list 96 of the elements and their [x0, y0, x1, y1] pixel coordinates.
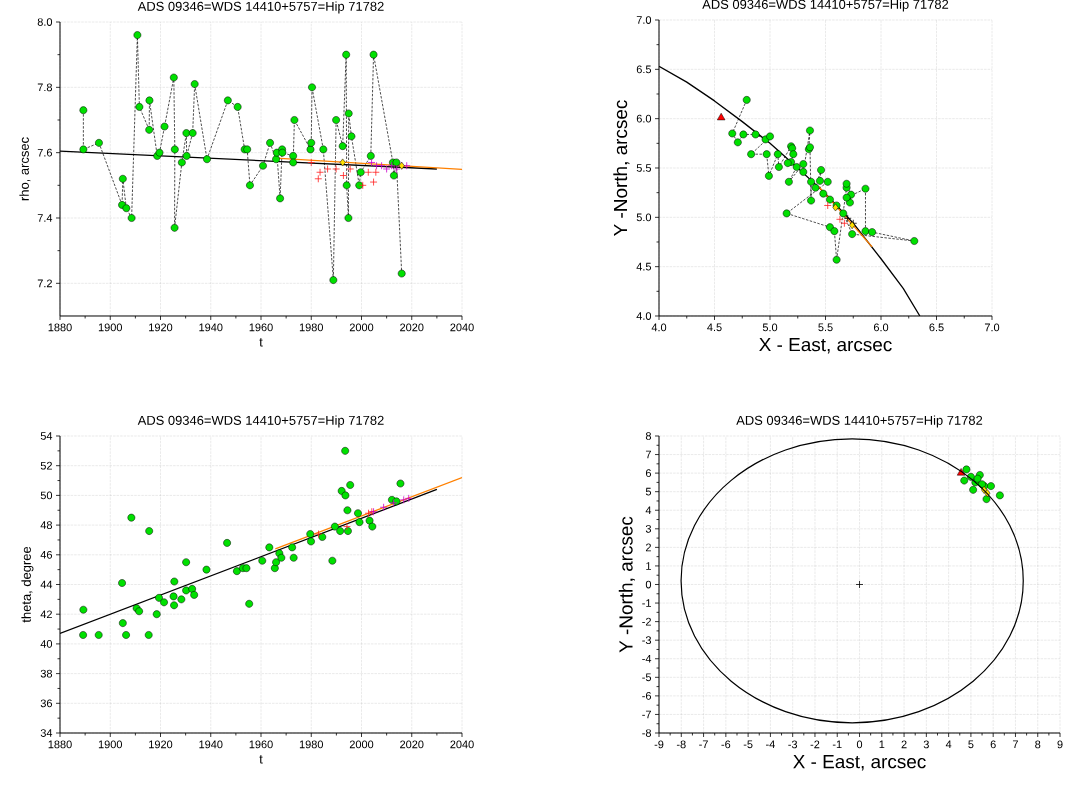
y-tick-label: 6 [645, 469, 652, 477]
y-tick-label: 7.8 [37, 83, 53, 92]
y-axis-title: Y -North, arcsec [618, 516, 635, 653]
y-tick-label: -2 [642, 617, 651, 626]
y-tick-label: -8 [642, 729, 652, 737]
y-axis-title: rho, arcsec [19, 137, 31, 201]
x-tick-label: 1900 [98, 740, 122, 749]
y-tick-label: 4 [645, 506, 652, 515]
x-tick-label: 5.0 [762, 323, 778, 332]
x-tick-label: 4.0 [651, 323, 667, 332]
y-tick-label: 7.0 [636, 16, 652, 24]
x-tick-label: 5.5 [818, 323, 833, 332]
x-tick-label: 1880 [48, 740, 72, 749]
y-tick-label: -6 [642, 692, 652, 700]
x-axis-title: X - East, arcsec [793, 755, 926, 771]
x-tick-label: 9 [1057, 740, 1063, 749]
x-tick-label: 1880 [48, 323, 72, 332]
y-axis-title: theta, degree [21, 546, 34, 623]
x-tick-label: 1920 [149, 740, 173, 749]
x-tick-label: 2040 [450, 323, 474, 332]
x-tick-label: -7 [699, 740, 708, 749]
chart-title: ADS 09346=WDS 14410+5757=Hip 71782 [736, 415, 983, 428]
x-tick-label: 7 [1012, 740, 1018, 749]
chart-title: ADS 09346=WDS 14410+5757=Hip 71782 [137, 1, 384, 14]
x-tick-label: 1900 [98, 323, 122, 332]
x-tick-label: 2000 [349, 740, 374, 749]
x-axis-title: t [259, 338, 263, 347]
y-tick-label: 4.5 [636, 262, 652, 271]
y-tick-label: 7 [645, 450, 651, 459]
x-tick-label: 4 [945, 740, 952, 749]
x-tick-label: 1980 [299, 740, 323, 749]
y-tick-label: -1 [642, 599, 651, 607]
x-tick-label: -1 [832, 740, 842, 749]
y-tick-label: 54 [40, 432, 53, 440]
x-tick-label: 1980 [299, 323, 323, 332]
y-tick-label: 4.0 [636, 312, 652, 320]
y-tick-label: 5.5 [636, 164, 652, 172]
x-tick-label: -3 [788, 740, 798, 749]
y-tick-label: -4 [642, 654, 652, 663]
y-tick-label: 52 [40, 461, 52, 470]
x-tick-label: 2040 [450, 740, 474, 749]
x-tick-label: -6 [721, 740, 731, 749]
chart-title: ADS 09346=WDS 14410+5757=Hip 71782 [137, 415, 384, 428]
y-tick-label: 40 [40, 640, 53, 648]
y-tick-label: 50 [40, 491, 53, 500]
y-tick-label: 1 [646, 562, 651, 570]
y-tick-label: 7.2 [37, 279, 52, 288]
y-tick-label: 2 [645, 543, 651, 552]
x-tick-label: 1940 [199, 740, 223, 749]
x-axis-title: X - East, arcsec [759, 338, 892, 354]
x-tick-label: 7.0 [984, 323, 1000, 332]
x-tick-label: 8 [1035, 740, 1041, 749]
y-tick-label: 7.6 [37, 148, 53, 157]
x-tick-label: 0 [856, 740, 863, 749]
x-tick-label: -2 [810, 740, 820, 749]
x-tick-label: 1960 [249, 740, 273, 749]
x-tick-label: 2020 [400, 323, 424, 332]
x-tick-label: -5 [743, 740, 753, 749]
x-tick-label: 6.0 [873, 323, 889, 332]
x-tick-label: 5 [968, 740, 974, 749]
y-tick-label: 8 [645, 432, 652, 440]
y-tick-label: 44 [40, 580, 53, 589]
y-tick-label: -3 [642, 636, 652, 645]
x-tick-label: 1960 [249, 323, 273, 332]
y-tick-label: 48 [40, 521, 53, 529]
y-tick-label: 5 [645, 487, 652, 496]
y-tick-label: 8.0 [37, 18, 53, 26]
x-tick-label: 2020 [400, 740, 424, 749]
x-tick-label: 6.5 [929, 323, 944, 332]
y-tick-label: 46 [40, 550, 53, 559]
y-tick-label: 42 [40, 610, 52, 619]
chart-title: ADS 09346=WDS 14410+5757=Hip 71782 [702, 0, 949, 12]
x-tick-label: 1 [879, 740, 885, 749]
x-tick-label: 2 [901, 740, 907, 749]
y-tick-label: 5.0 [636, 213, 652, 222]
x-tick-label: 1920 [149, 323, 173, 332]
x-tick-label: 1940 [199, 323, 223, 332]
y-tick-label: 0 [645, 580, 652, 589]
x-tick-label: 2000 [349, 323, 374, 332]
y-tick-label: 7.4 [37, 214, 53, 222]
x-axis-title: t [259, 755, 263, 764]
y-tick-label: -7 [642, 710, 651, 719]
x-tick-label: 6 [990, 740, 996, 749]
x-tick-label: -8 [676, 740, 686, 749]
y-tick-label: -5 [642, 673, 652, 682]
y-axis-title: Y -North, arcsec [613, 100, 630, 236]
x-tick-label: 3 [923, 740, 929, 749]
y-tick-label: 6.0 [636, 114, 652, 123]
y-tick-label: 36 [40, 699, 53, 708]
x-tick-label: -4 [766, 740, 775, 749]
x-tick-label: 4.5 [707, 323, 722, 332]
y-tick-label: 3 [645, 524, 652, 533]
x-tick-label: -9 [654, 740, 664, 749]
y-tick-label: 38 [40, 669, 53, 678]
y-tick-label: 6.5 [636, 65, 652, 74]
y-tick-label: 34 [40, 729, 53, 737]
